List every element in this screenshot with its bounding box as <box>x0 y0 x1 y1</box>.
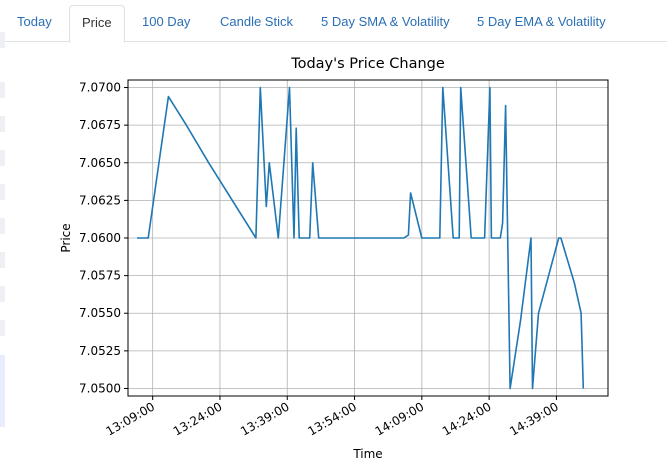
y-tick-label: 7.0525 <box>79 344 121 358</box>
sidebar-strip <box>0 82 5 98</box>
x-tick-label: 13:09:00 <box>103 399 157 438</box>
series-line-price <box>137 86 585 390</box>
tab-bar: Today Price 100 Day Candle Stick 5 Day S… <box>0 0 667 43</box>
tab-5-day-ema-volatility[interactable]: 5 Day EMA & Volatility <box>477 14 606 29</box>
x-tick-label: 14:24:00 <box>440 399 494 438</box>
sidebar-strip <box>0 150 5 166</box>
sidebar-strip <box>0 218 5 234</box>
x-tick-label: 14:09:00 <box>373 399 427 438</box>
y-tick-label: 7.0650 <box>79 156 121 170</box>
y-tick-label: 7.0575 <box>79 269 121 283</box>
sidebar-accent <box>0 355 5 427</box>
sidebar-strip <box>0 32 5 48</box>
y-tick-label: 7.0550 <box>79 306 121 320</box>
sidebar-strip <box>0 252 5 268</box>
x-axis-label: Time <box>352 447 382 461</box>
tab-100-day[interactable]: 100 Day <box>142 14 191 29</box>
x-axis-ticks: 13:09:00 13:24:00 13:39:00 13:54:00 14:09:00… <box>103 396 561 439</box>
y-axis-label: Price <box>59 223 73 252</box>
sidebar-strip <box>0 286 5 302</box>
x-tick-label: 13:54:00 <box>305 399 359 438</box>
tab-today[interactable]: Today <box>17 14 52 29</box>
sidebar-strip <box>0 184 5 200</box>
sidebar-strip <box>0 116 5 132</box>
tab-5-day-sma-volatility[interactable]: 5 Day SMA & Volatility <box>321 14 450 29</box>
x-tick-label: 14:39:00 <box>507 399 561 438</box>
x-tick-label: 13:24:00 <box>171 399 225 438</box>
y-tick-label: 7.0600 <box>79 231 121 245</box>
y-axis-ticks: 7.0500 7.0525 7.0550 7.0575 7.0600 7.0625 7.06… <box>79 81 128 395</box>
plot-frame <box>127 79 609 397</box>
sidebar-strip <box>0 320 5 336</box>
y-tick-label: 7.0500 <box>79 381 121 395</box>
x-tick-label: 13:39:00 <box>238 399 292 438</box>
tab-candle-stick[interactable]: Candle Stick <box>220 14 293 29</box>
y-tick-label: 7.0700 <box>79 81 121 95</box>
y-tick-label: 7.0625 <box>79 193 121 207</box>
tab-price[interactable]: Price <box>69 5 125 43</box>
chart-title: Today's Price Change <box>290 56 445 72</box>
y-tick-label: 7.0675 <box>79 118 121 132</box>
